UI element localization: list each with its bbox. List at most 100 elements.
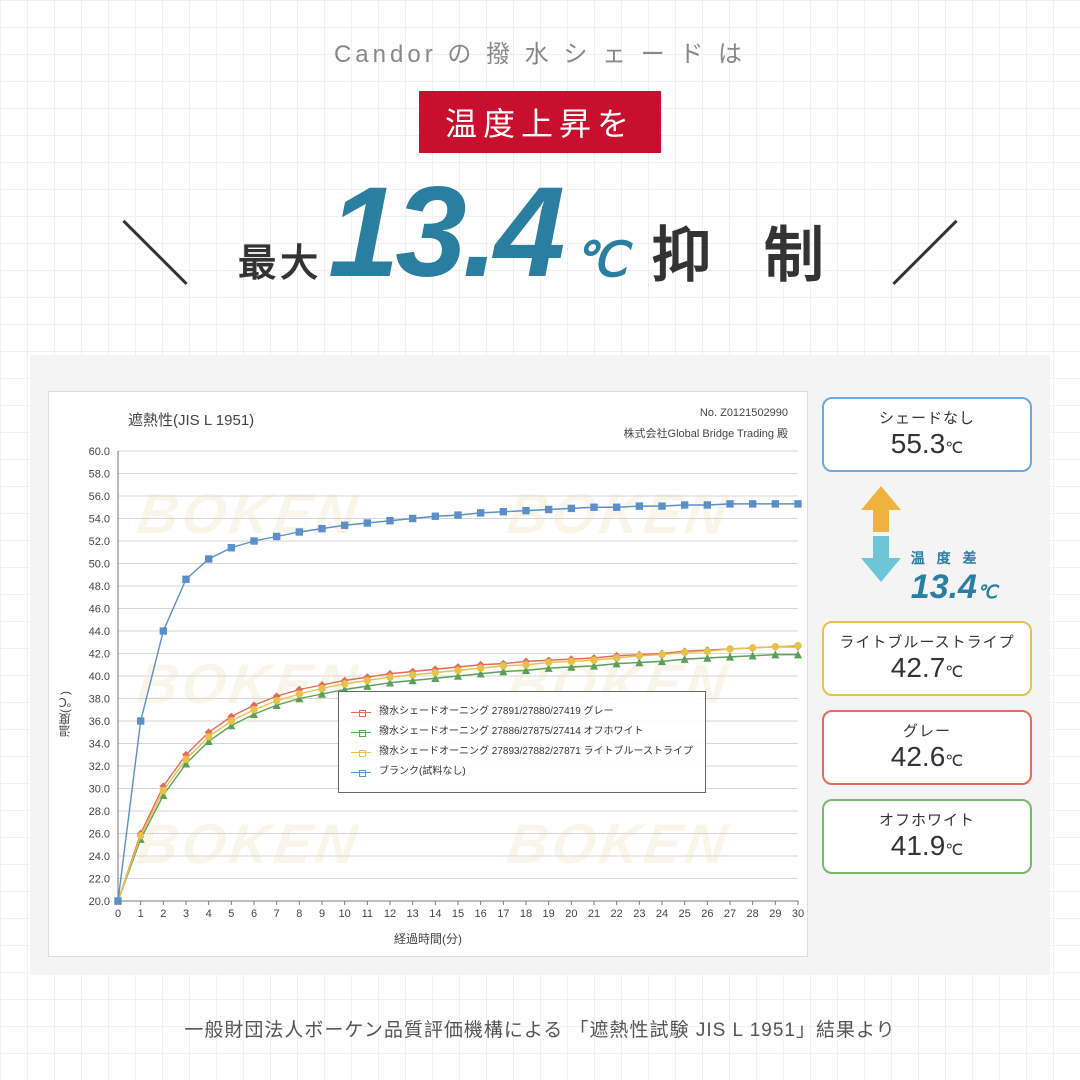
result-card-noshade: シェードなし55.3℃: [822, 397, 1032, 472]
svg-text:60.0: 60.0: [89, 446, 110, 458]
svg-text:19: 19: [543, 908, 555, 920]
svg-text:21: 21: [588, 908, 600, 920]
card-label: グレー: [828, 720, 1026, 741]
result-card-ow: オフホワイト41.9℃: [822, 799, 1032, 874]
chart-plot-area: 20.022.024.026.028.030.032.034.036.038.0…: [118, 451, 798, 901]
headline-prefix: 最大: [238, 232, 322, 287]
headline-value: 13.4: [328, 159, 561, 306]
chart-title: 遮熱性(JIS L 1951): [128, 409, 254, 430]
svg-text:18: 18: [520, 908, 532, 920]
svg-text:14: 14: [429, 908, 441, 920]
header-subtitle: Candor の 撥 水 シ ェ ー ド は: [0, 34, 1080, 69]
svg-text:8: 8: [296, 908, 302, 920]
legend-swatch: [351, 752, 371, 753]
svg-text:32.0: 32.0: [89, 761, 110, 773]
legend-swatch: [351, 732, 371, 733]
chart-y-label: 温度(℃): [56, 691, 73, 737]
svg-text:44.0: 44.0: [89, 626, 110, 638]
chart-x-label: 経過時間(分): [394, 930, 462, 947]
card-value: 42.6℃: [828, 741, 1026, 773]
svg-text:5: 5: [228, 908, 234, 920]
temperature-diff: 温 度 差13.4℃: [822, 486, 1032, 607]
chart-svg: 20.022.024.026.028.030.032.034.036.038.0…: [118, 451, 798, 901]
chart-legend: 撥水シェードオーニング 27891/27880/27419 グレー撥水シェードオ…: [338, 691, 706, 793]
legend-row: 撥水シェードオーニング 27893/27882/27871 ライトブルーストライ…: [351, 742, 693, 762]
headline-badge: 温度上昇を: [419, 91, 661, 153]
legend-label: 撥水シェードオーニング 27893/27882/27871 ライトブルーストライ…: [379, 742, 693, 762]
svg-text:16: 16: [475, 908, 487, 920]
card-label: ライトブルーストライプ: [828, 631, 1026, 652]
svg-text:48.0: 48.0: [89, 581, 110, 593]
svg-text:0: 0: [115, 908, 121, 920]
header: Candor の 撥 水 シ ェ ー ド は 温度上昇を ／ 最大 13.4 ℃…: [0, 0, 1080, 306]
svg-text:11: 11: [362, 908, 373, 920]
result-card-grey: グレー42.6℃: [822, 710, 1032, 785]
legend-row: ブランク(試料なし): [351, 762, 693, 782]
svg-text:42.0: 42.0: [89, 649, 110, 661]
svg-text:26: 26: [701, 908, 713, 920]
chart-company: 株式会社Global Bridge Trading 殿: [624, 425, 788, 441]
svg-text:22.0: 22.0: [89, 874, 110, 886]
svg-text:38.0: 38.0: [89, 694, 110, 706]
svg-text:46.0: 46.0: [89, 604, 110, 616]
svg-text:3: 3: [183, 908, 189, 920]
svg-text:28.0: 28.0: [89, 806, 110, 818]
slash-decor-right: ／: [890, 199, 960, 300]
svg-text:24: 24: [656, 908, 668, 920]
headline-unit: ℃: [573, 232, 627, 288]
svg-text:30: 30: [792, 908, 804, 920]
svg-text:20.0: 20.0: [89, 896, 110, 908]
svg-text:13: 13: [407, 908, 419, 920]
svg-text:29: 29: [769, 908, 781, 920]
svg-text:1: 1: [138, 908, 144, 920]
svg-text:27: 27: [724, 908, 736, 920]
svg-text:4: 4: [206, 908, 212, 920]
svg-text:30.0: 30.0: [89, 784, 110, 796]
diff-label: 温 度 差: [911, 548, 997, 568]
svg-text:50.0: 50.0: [89, 559, 110, 571]
slash-decor-left: ／: [120, 199, 190, 300]
card-label: オフホワイト: [828, 809, 1026, 830]
legend-label: ブランク(試料なし): [379, 762, 466, 782]
card-label: シェードなし: [828, 407, 1026, 428]
footer-text: 一般財団法人ボーケン品質評価機構による 「遮熱性試験 JIS L 1951」結果…: [0, 1015, 1080, 1042]
legend-swatch: [351, 772, 371, 773]
result-card-lbs: ライトブルーストライプ42.7℃: [822, 621, 1032, 696]
svg-text:7: 7: [274, 908, 280, 920]
legend-label: 撥水シェードオーニング 27886/27875/27414 オフホワイト: [379, 722, 644, 742]
svg-text:20: 20: [565, 908, 577, 920]
main-panel: 遮熱性(JIS L 1951) No. Z0121502990 株式会社Glob…: [30, 355, 1050, 975]
chart-number: No. Z0121502990: [700, 407, 788, 419]
legend-label: 撥水シェードオーニング 27891/27880/27419 グレー: [379, 702, 614, 722]
svg-text:2: 2: [160, 908, 166, 920]
legend-row: 撥水シェードオーニング 27891/27880/27419 グレー: [351, 702, 693, 722]
svg-text:26.0: 26.0: [89, 829, 110, 841]
diff-arrow-icon: [857, 486, 905, 582]
svg-text:17: 17: [497, 908, 509, 920]
svg-text:25: 25: [679, 908, 691, 920]
headline-suffix: 抑 制: [651, 207, 842, 294]
svg-text:23: 23: [633, 908, 645, 920]
svg-text:22: 22: [611, 908, 623, 920]
svg-text:40.0: 40.0: [89, 671, 110, 683]
svg-text:34.0: 34.0: [89, 739, 110, 751]
svg-text:28: 28: [747, 908, 759, 920]
svg-text:36.0: 36.0: [89, 716, 110, 728]
legend-swatch: [351, 712, 371, 713]
headline: ／ 最大 13.4 ℃ 抑 制 ／: [0, 159, 1080, 306]
svg-text:54.0: 54.0: [89, 514, 110, 526]
card-value: 55.3℃: [828, 428, 1026, 460]
svg-text:12: 12: [384, 908, 396, 920]
chart-container: 遮熱性(JIS L 1951) No. Z0121502990 株式会社Glob…: [48, 391, 808, 957]
svg-text:58.0: 58.0: [89, 469, 110, 481]
svg-text:10: 10: [339, 908, 351, 920]
legend-row: 撥水シェードオーニング 27886/27875/27414 オフホワイト: [351, 722, 693, 742]
svg-text:6: 6: [251, 908, 257, 920]
svg-text:24.0: 24.0: [89, 851, 110, 863]
card-value: 41.9℃: [828, 830, 1026, 862]
svg-text:52.0: 52.0: [89, 536, 110, 548]
svg-text:56.0: 56.0: [89, 491, 110, 503]
card-value: 42.7℃: [828, 652, 1026, 684]
diff-value: 13.4℃: [911, 568, 997, 607]
svg-text:9: 9: [319, 908, 325, 920]
